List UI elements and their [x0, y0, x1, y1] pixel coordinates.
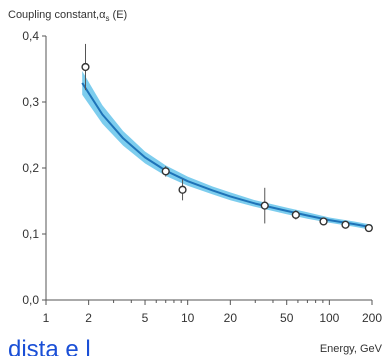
partial-caption-text: dista e l: [8, 336, 91, 356]
chart-title-subscript: s: [105, 14, 109, 23]
chart-title: Coupling constant,αs (E): [8, 9, 127, 23]
data-point: [319, 217, 328, 226]
y-tick-label: 0,4: [22, 29, 39, 43]
x-axis-label: Energy, GeV: [320, 343, 383, 355]
y-tick-label: 0,0: [22, 293, 39, 307]
data-point: [291, 210, 300, 219]
data-point: [81, 62, 90, 72]
x-tick-label: 10: [181, 311, 195, 325]
x-tick-label: 2: [85, 311, 92, 325]
chart-title-main: Coupling constant,α: [8, 9, 106, 21]
data-point: [178, 185, 187, 194]
y-tick-label: 0,1: [22, 227, 39, 241]
data-point: [364, 223, 373, 233]
y-tick-label: 0,3: [22, 95, 39, 109]
plot-area: 0,0 0,1 0,2 0,3 0,4 1 2 5 10 20 50 100 200: [22, 29, 382, 325]
data-point: [161, 167, 170, 176]
x-tick-label: 20: [224, 311, 238, 325]
y-tick-label: 0,2: [22, 161, 39, 175]
fit-curve-line: [81, 82, 373, 229]
x-tick-label: 200: [362, 311, 382, 325]
fit-uncertainty-band: [82, 71, 372, 230]
x-tick-label: 100: [319, 311, 339, 325]
chart-title-suffix: (E): [109, 9, 127, 21]
x-tick-label: 50: [280, 311, 294, 325]
data-point: [341, 220, 350, 229]
x-tick-label: 1: [43, 311, 50, 325]
data-point: [260, 201, 269, 210]
x-tick-label: 5: [142, 311, 149, 325]
